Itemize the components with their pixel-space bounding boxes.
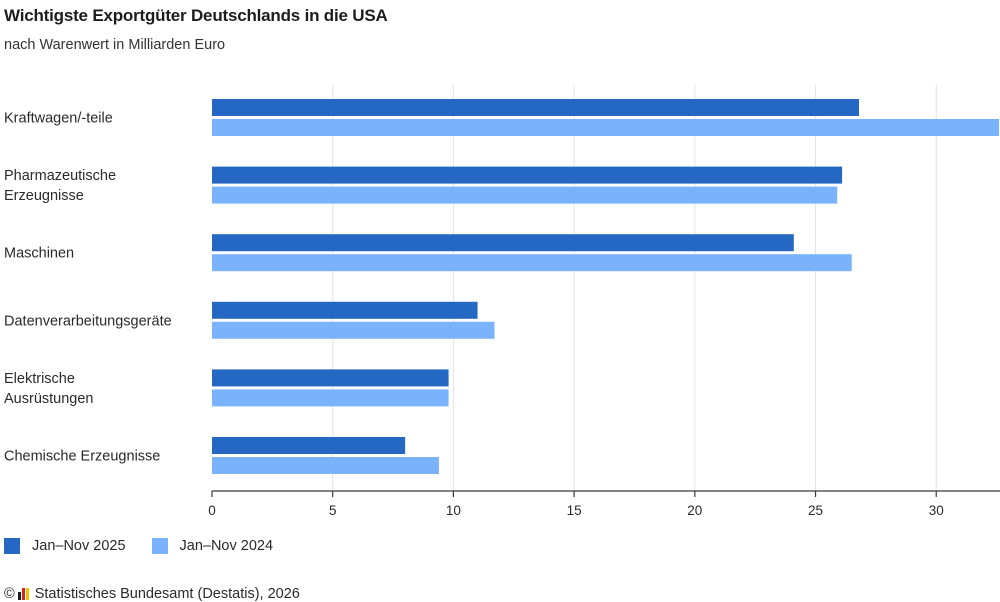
x-tick-label-20: 20	[687, 503, 702, 518]
bar-2025-2[interactable]	[212, 234, 794, 252]
destatis-logo-icon	[17, 588, 30, 600]
category-label-line: Elektrische	[4, 371, 75, 387]
category-label-line: Datenverarbeitungsgeräte	[4, 313, 172, 329]
bar-2024-5[interactable]	[212, 457, 439, 474]
bar-2024-0[interactable]	[212, 119, 999, 136]
x-tick-label-25: 25	[808, 503, 823, 518]
x-tick-label-15: 15	[567, 503, 582, 518]
legend-label-2025: Jan–Nov 2025	[32, 538, 126, 554]
category-label-5: Chemische Erzeugnisse	[4, 449, 160, 465]
source-text: Statistisches Bundesamt (Destatis), 2026	[34, 586, 300, 602]
x-tick-label-30: 30	[929, 503, 944, 518]
legend-item-2025[interactable]: Jan–Nov 2025	[4, 538, 126, 554]
bars	[212, 99, 999, 474]
bar-2024-1[interactable]	[212, 186, 838, 204]
category-label-3: Datenverarbeitungsgeräte	[4, 313, 172, 329]
category-label-line: Pharmazeutische	[4, 168, 116, 184]
bar-2025-5[interactable]	[212, 437, 406, 454]
bar-2025-3[interactable]	[212, 301, 478, 319]
bar-2024-4[interactable]	[212, 389, 449, 407]
category-label-0: Kraftwagen/-teile	[4, 111, 113, 127]
category-label-2: Maschinen	[4, 246, 74, 262]
x-tick-label-10: 10	[446, 503, 461, 518]
category-label-line: Kraftwagen/-teile	[4, 111, 113, 127]
legend: Jan–Nov 2025 Jan–Nov 2024	[4, 538, 299, 554]
category-label-1: Pharmazeutische Erzeugnisse	[4, 168, 116, 204]
category-label-line: Maschinen	[4, 246, 74, 262]
bar-2024-3[interactable]	[212, 321, 495, 339]
bar-2024-2[interactable]	[212, 254, 852, 272]
category-labels: Kraftwagen/-teile Pharmazeutische Erzeugni…	[4, 111, 172, 465]
x-tick-label-5: 5	[329, 503, 337, 518]
category-label-line: Ausrüstungen	[4, 391, 93, 407]
bar-2025-1[interactable]	[212, 166, 843, 184]
copyright-symbol: ©	[4, 586, 15, 602]
bar-2025-4[interactable]	[212, 369, 449, 387]
chart-title: Wichtigste Exportgüter Deutschlands in d…	[4, 6, 388, 25]
legend-swatch-2025	[4, 538, 20, 554]
grid-lines	[332, 85, 937, 491]
category-label-line: Erzeugnisse	[4, 188, 84, 204]
legend-label-2024: Jan–Nov 2024	[179, 538, 274, 554]
legend-item-2024[interactable]: Jan–Nov 2024	[151, 538, 274, 554]
category-label-4: Elektrische Ausrüstungen	[4, 371, 93, 407]
chart-subtitle: nach Warenwert in Milliarden Euro	[4, 37, 226, 53]
category-label-line: Chemische Erzeugnisse	[4, 449, 160, 465]
bar-chart: Kraftwagen/-teile Pharmazeutische Erzeugni…	[4, 85, 1000, 518]
bar-2025-0[interactable]	[212, 99, 859, 116]
x-tick-label-0: 0	[208, 503, 216, 518]
legend-swatch-2024	[151, 538, 168, 554]
source-credit: © Statistisches Bundesamt (Destatis), 20…	[4, 586, 300, 602]
x-axis: 0 5 10 15 20 25 30	[208, 490, 1000, 518]
